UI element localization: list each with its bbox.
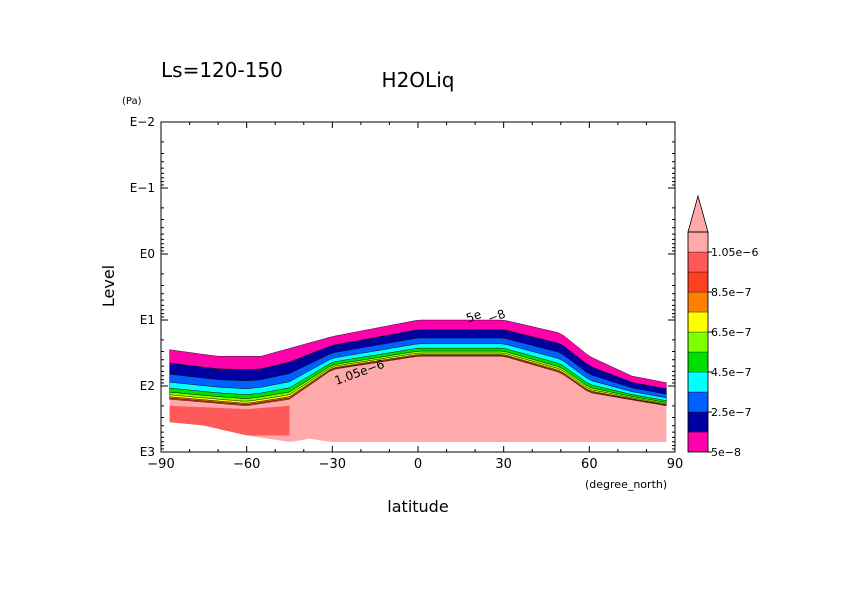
contour-label: −8 bbox=[486, 307, 507, 326]
y-tick-label: E0 bbox=[140, 247, 155, 261]
x-tick-label: −60 bbox=[233, 457, 260, 472]
x-tick-label: 60 bbox=[581, 457, 598, 472]
colorbar-swatch bbox=[687, 251, 709, 273]
y-axis: E−2 E−1 E0 E1 E2 E3 bbox=[130, 115, 675, 459]
band-max-region bbox=[169, 356, 667, 443]
y-tick-label: E2 bbox=[140, 379, 155, 393]
y-axis-title: Level bbox=[99, 265, 118, 307]
colorbar-swatch bbox=[687, 411, 709, 433]
y-units-label: (Pa) bbox=[122, 96, 142, 107]
x-units-label: (degree_north) bbox=[585, 478, 667, 491]
chart-title: H2OLiq bbox=[382, 68, 455, 92]
colorbar-swatch bbox=[687, 271, 709, 293]
x-axis-title: latitude bbox=[387, 497, 448, 516]
colorbar-label: 6.5e−7 bbox=[711, 326, 751, 339]
colorbar-label: 8.5e−7 bbox=[711, 286, 751, 299]
chart-subtitle: Ls=120-150 bbox=[161, 58, 283, 82]
colorbar-frame bbox=[687, 231, 709, 453]
x-tick-label: 0 bbox=[414, 457, 422, 472]
colorbar-label: 4.5e−7 bbox=[711, 366, 751, 379]
x-tick-label: 90 bbox=[667, 457, 684, 472]
y-tick-label: E3 bbox=[140, 445, 155, 459]
contour-band bbox=[169, 355, 667, 407]
colorbar-swatch bbox=[687, 331, 709, 353]
colorbar-swatch bbox=[687, 351, 709, 373]
missing-data-region bbox=[161, 422, 675, 452]
field-layer bbox=[161, 319, 675, 452]
colorbar-swatch bbox=[687, 391, 709, 413]
x-tick-label: −90 bbox=[147, 457, 174, 472]
y-tick-label: E−1 bbox=[130, 181, 155, 195]
colorbar-label: 5e−8 bbox=[711, 446, 741, 459]
x-axis: −90 −60 −30 0 30 60 90 bbox=[147, 122, 683, 472]
y-tick-label: E−2 bbox=[130, 115, 155, 129]
colorbar-swatch bbox=[687, 431, 709, 453]
colorbar-label: 1.05e−6 bbox=[711, 246, 758, 259]
contour-label: 5e bbox=[464, 307, 483, 325]
colorbar-swatch bbox=[687, 291, 709, 313]
colorbar: 5e−8 2.5e−7 4.5e−7 6.5e−7 8.5e−7 1.05e−6 bbox=[687, 194, 758, 459]
colorbar-swatch bbox=[687, 231, 709, 253]
colorbar-swatch bbox=[687, 311, 709, 333]
colorbar-extend-arrow bbox=[687, 194, 709, 233]
x-tick-label: 30 bbox=[495, 457, 512, 472]
x-tick-label: −30 bbox=[319, 457, 346, 472]
y-tick-label: E1 bbox=[140, 313, 155, 327]
colorbar-swatch bbox=[687, 371, 709, 393]
band-salmon-region bbox=[169, 405, 290, 436]
colorbar-label: 2.5e−7 bbox=[711, 406, 751, 419]
